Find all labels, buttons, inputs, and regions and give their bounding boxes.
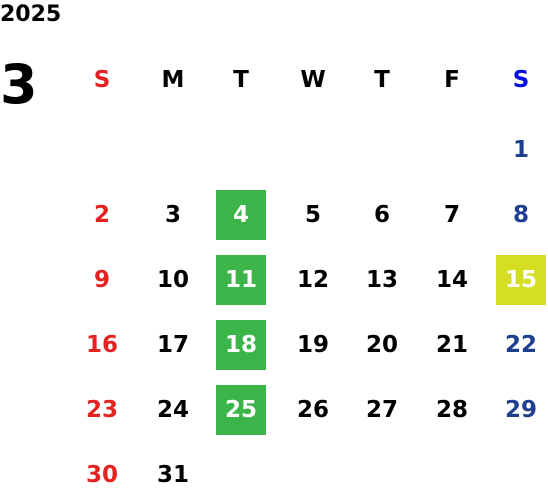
day: 3 — [164, 202, 181, 228]
day: 28 — [435, 397, 468, 423]
day: 6 — [373, 202, 390, 228]
weekday-label: T — [374, 67, 390, 93]
day: 16 — [85, 332, 118, 358]
day: 7 — [443, 202, 460, 228]
weekday-label: W — [300, 67, 326, 93]
day: 23 — [85, 397, 118, 423]
day: 13 — [365, 267, 398, 293]
day: 8 — [512, 202, 529, 228]
highlighted-day: 11 — [216, 255, 266, 305]
day: 17 — [156, 332, 189, 358]
year: 2025 — [0, 2, 62, 27]
day: 5 — [304, 202, 321, 228]
day: 29 — [504, 397, 537, 423]
day: 12 — [296, 267, 329, 293]
day: 9 — [93, 267, 110, 293]
weekday-label: S — [512, 67, 530, 93]
weekday-label: F — [444, 67, 460, 93]
day: 20 — [365, 332, 398, 358]
day: 22 — [504, 332, 537, 358]
day: 1 — [512, 137, 529, 163]
highlighted-day: 4 — [216, 190, 266, 240]
highlighted-day: 25 — [216, 385, 266, 435]
highlighted-day: 18 — [216, 320, 266, 370]
highlighted-day: 15 — [496, 255, 546, 305]
weekday-label: S — [93, 67, 111, 93]
day: 2 — [93, 202, 110, 228]
weekday-label: T — [233, 67, 249, 93]
day: 14 — [435, 267, 468, 293]
day: 21 — [435, 332, 468, 358]
day: 24 — [156, 397, 189, 423]
day: 31 — [156, 462, 189, 488]
day: 27 — [365, 397, 398, 423]
weekday-label: M — [161, 67, 185, 93]
day: 30 — [85, 462, 118, 488]
day: 19 — [296, 332, 329, 358]
month: 3 — [0, 53, 38, 116]
day: 10 — [156, 267, 189, 293]
day: 26 — [296, 397, 329, 423]
